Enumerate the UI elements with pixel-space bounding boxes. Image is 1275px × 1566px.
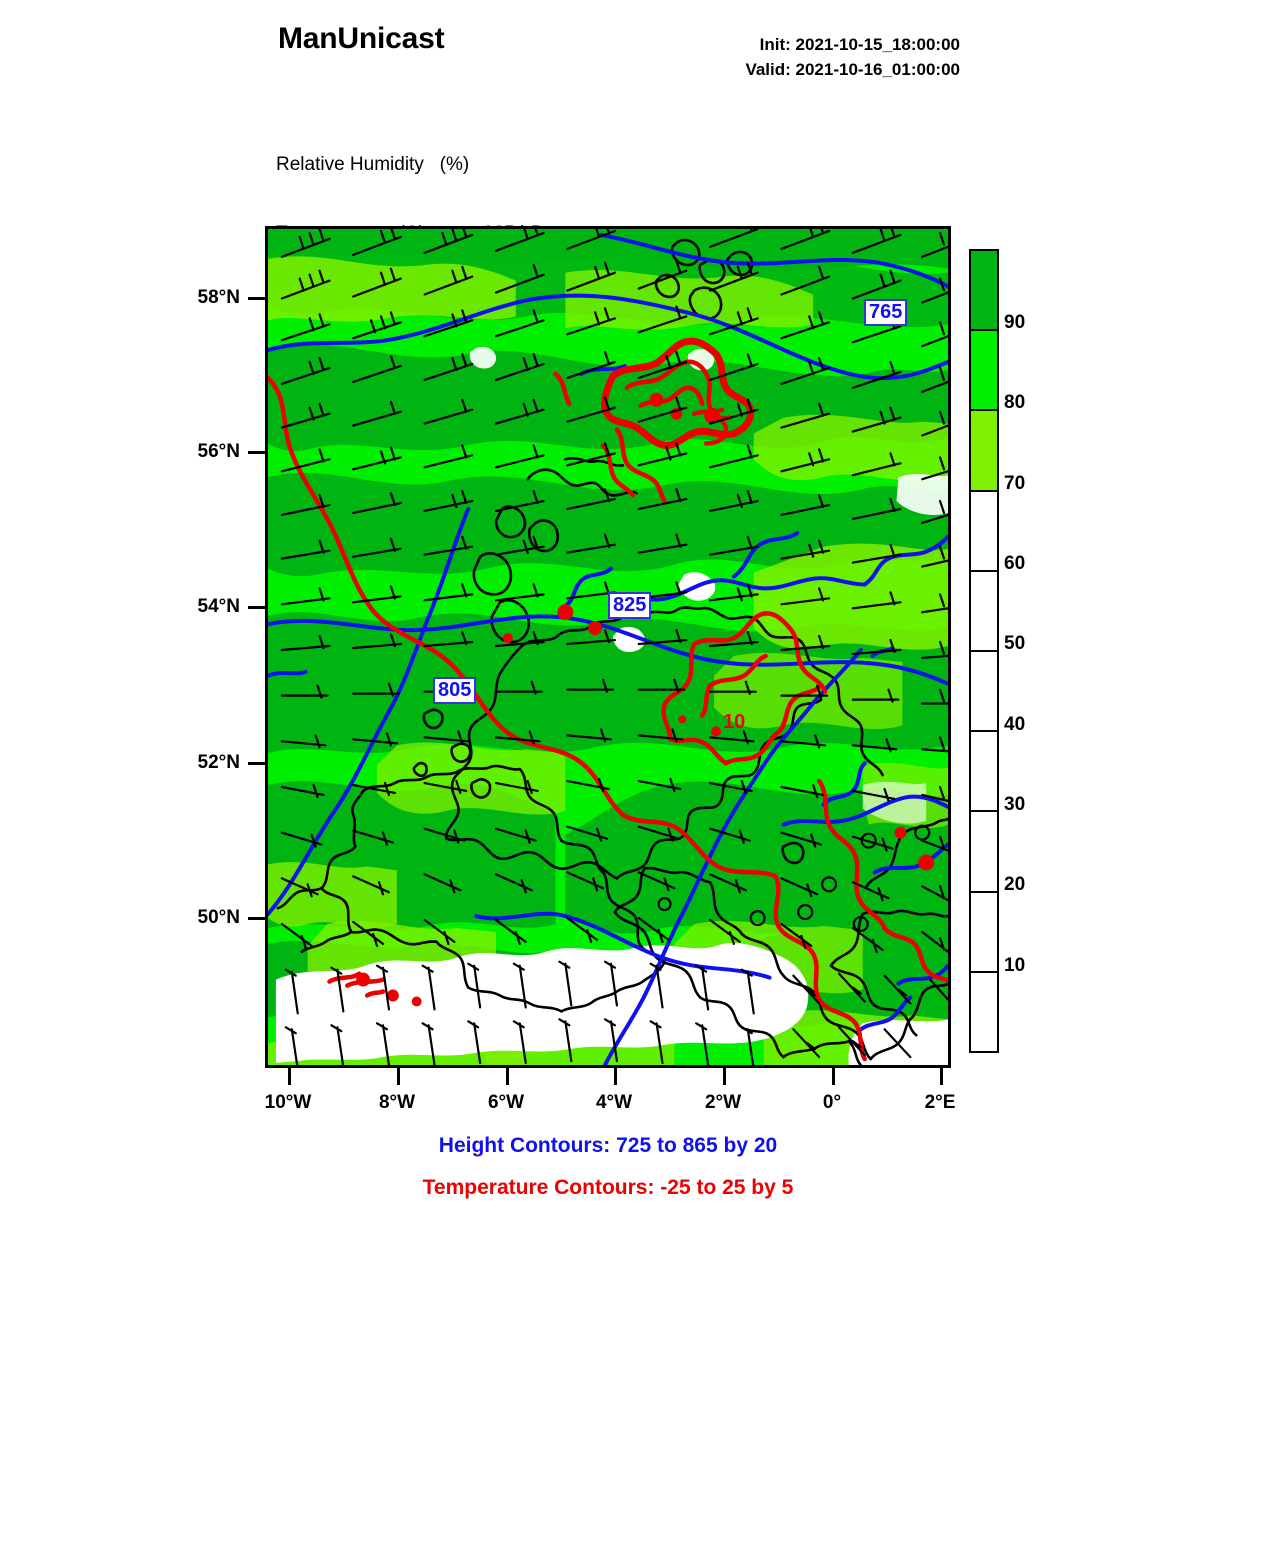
height-contour-label-825: 825 bbox=[608, 592, 652, 619]
lon-label-2e: 2°E bbox=[924, 1092, 956, 1113]
dry-area-biscay bbox=[275, 942, 809, 1064]
height-contour-label-765: 765 bbox=[864, 299, 908, 326]
height-contours-caption: Height Contours: 725 to 865 by 20 bbox=[438, 1134, 778, 1157]
lat-label-50: 50°N bbox=[197, 907, 240, 928]
lat-tick-54 bbox=[248, 606, 265, 609]
lat-label-56: 56°N bbox=[197, 441, 240, 462]
colorbar-band-60-70 bbox=[971, 491, 997, 572]
wind-barbs bbox=[280, 229, 948, 1065]
init-time-label: Init: 2021-10-15_18:00:00 bbox=[759, 35, 960, 54]
lon-label-10w: 10°W bbox=[264, 1092, 312, 1113]
lon-tick-10w bbox=[288, 1068, 291, 1085]
lon-tick-8w bbox=[397, 1068, 400, 1085]
lat-tick-52 bbox=[248, 762, 265, 765]
colorbar-label-30: 30 bbox=[1004, 794, 1026, 815]
run-info: Init: 2021-10-15_18:00:00 Valid: 2021-10… bbox=[600, 32, 960, 82]
colorbar-band-30-40 bbox=[971, 732, 997, 813]
colorbar-label-80: 80 bbox=[1004, 392, 1026, 413]
lon-tick-0 bbox=[832, 1068, 835, 1085]
colorbar-label-10: 10 bbox=[1004, 955, 1026, 976]
lat-label-52: 52°N bbox=[197, 752, 240, 773]
colorbar-band-50-60 bbox=[971, 571, 997, 653]
lat-label-58: 58°N bbox=[197, 287, 240, 308]
colorbar-band-0-10 bbox=[971, 972, 997, 1052]
lat-label-54: 54°N bbox=[197, 596, 240, 617]
lon-tick-2w bbox=[723, 1068, 726, 1085]
colorbar-band-20-30 bbox=[971, 812, 997, 893]
colorbar-label-90: 90 bbox=[1004, 312, 1026, 333]
lon-tick-6w bbox=[506, 1068, 509, 1085]
app-title: ManUnicast bbox=[278, 22, 445, 55]
lon-label-2w: 2°W bbox=[704, 1092, 742, 1113]
colorbar-label-50: 50 bbox=[1004, 633, 1026, 654]
map-canvas bbox=[268, 229, 948, 1065]
relative-humidity-colorbar[interactable] bbox=[969, 249, 999, 1053]
lat-tick-56 bbox=[248, 451, 265, 454]
height-contour-label-805: 805 bbox=[433, 677, 477, 704]
lon-label-8w: 8°W bbox=[378, 1092, 416, 1113]
valid-time-label: Valid: 2021-10-16_01:00:00 bbox=[745, 60, 960, 79]
colorbar-band-40-50 bbox=[971, 652, 997, 733]
colorbar-label-40: 40 bbox=[1004, 714, 1026, 735]
map-plot-area[interactable]: 765 825 805 10 bbox=[265, 226, 951, 1068]
colorbar-band-70-80 bbox=[971, 411, 997, 492]
temperature-contours-caption: Temperature Contours: -25 to 25 by 5 bbox=[422, 1176, 794, 1199]
colorbar-label-70: 70 bbox=[1004, 473, 1026, 494]
colorbar-band-10-20 bbox=[971, 892, 997, 973]
colorbar-label-60: 60 bbox=[1004, 553, 1026, 574]
lon-tick-2e bbox=[940, 1068, 943, 1085]
field-line-humidity: Relative Humidity (%) bbox=[276, 154, 470, 175]
lon-label-6w: 6°W bbox=[487, 1092, 525, 1113]
temperature-contours bbox=[268, 337, 948, 1062]
lat-tick-50 bbox=[248, 917, 265, 920]
lat-tick-58 bbox=[248, 297, 265, 300]
height-contours bbox=[268, 232, 948, 1065]
colorbar-band-90-100 bbox=[971, 251, 997, 332]
lon-label-4w: 4°W bbox=[595, 1092, 633, 1113]
colorbar-label-20: 20 bbox=[1004, 874, 1026, 895]
lon-label-0: 0° bbox=[822, 1092, 842, 1113]
lon-tick-4w bbox=[614, 1068, 617, 1085]
temperature-contour-label-10: 10 bbox=[723, 711, 746, 733]
colorbar-band-80-90 bbox=[971, 331, 997, 412]
